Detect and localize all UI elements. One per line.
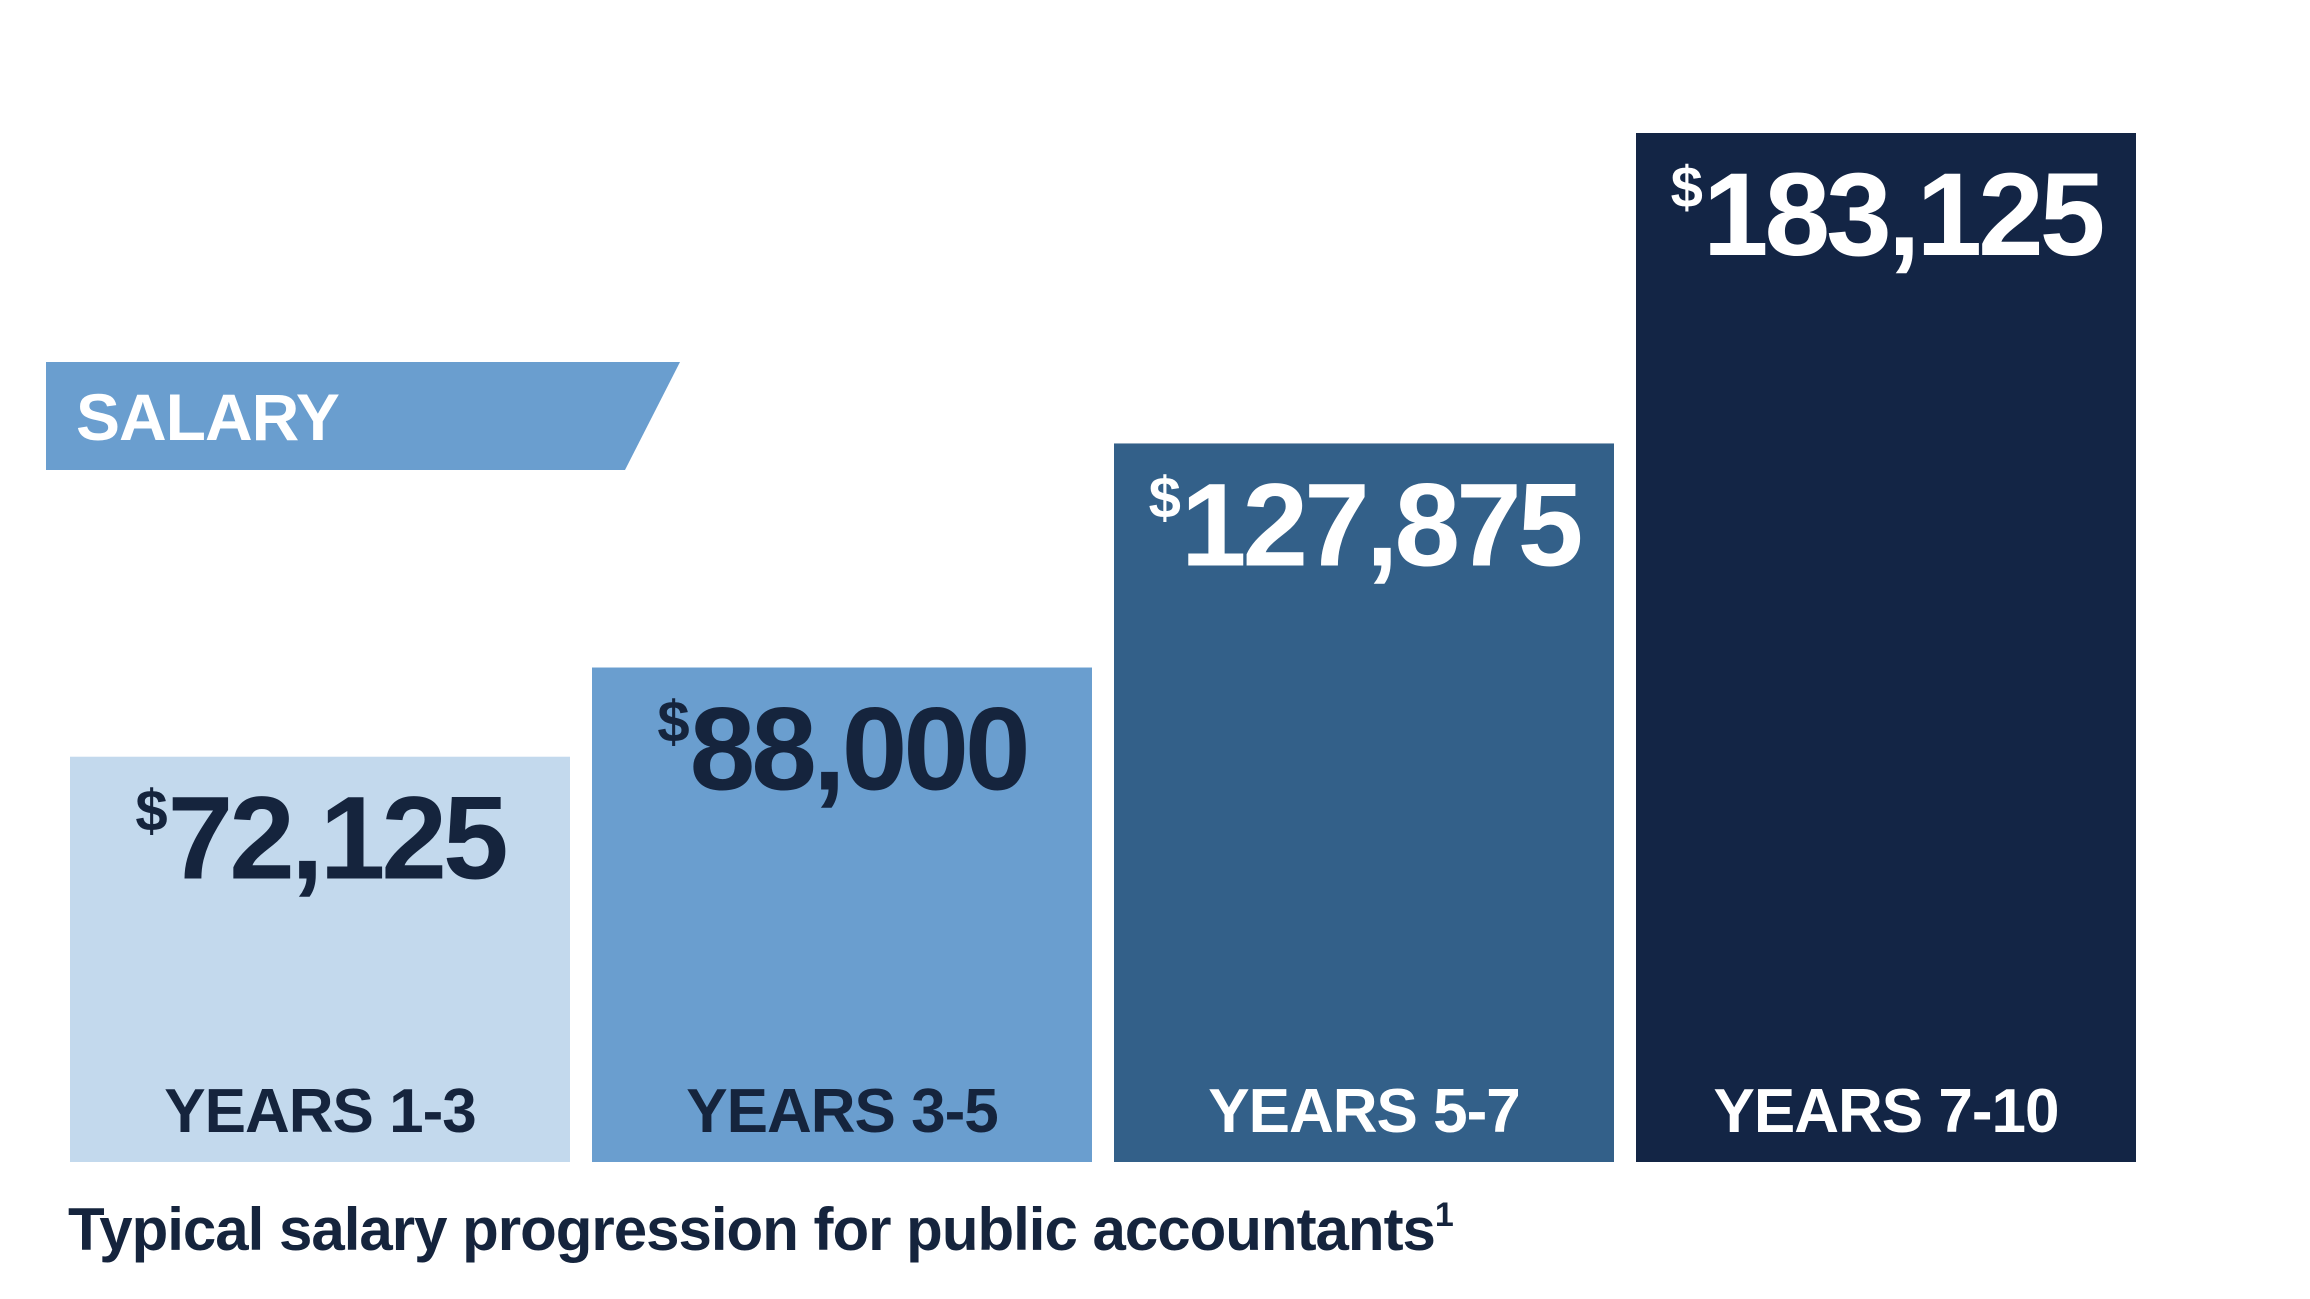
salary-badge-shape — [46, 362, 680, 470]
chart-caption: Typical salary progression for public ac… — [68, 1196, 1453, 1263]
caption-footnote-marker: 1 — [1435, 1196, 1453, 1234]
category-label-2: YEARS 3-5 — [686, 1077, 997, 1146]
category-label-1: YEARS 1-3 — [164, 1077, 475, 1146]
bar-value-label-1: $72,125 — [135, 773, 506, 905]
bar-1 — [70, 756, 570, 1162]
bar-3 — [1114, 443, 1614, 1163]
currency-symbol: $ — [135, 779, 167, 844]
salary-badge-label: SALARY — [76, 380, 339, 454]
bar-value-amount: 127,875 — [1181, 459, 1581, 591]
bar-value-label-2: $88,000 — [657, 684, 1026, 816]
bar-value-amount: 72,125 — [168, 773, 506, 905]
bar-value-label-3: $127,875 — [1149, 459, 1581, 591]
bar-series: $72,125 YEARS 1-3 $88,000 YEARS 3-5 $127,875… — [70, 133, 2136, 1163]
category-label-3: YEARS 5-7 — [1208, 1077, 1519, 1146]
currency-symbol: $ — [1671, 155, 1703, 220]
caption-text: Typical salary progression for public ac… — [68, 1196, 1435, 1263]
salary-badge: SALARY — [46, 362, 680, 470]
currency-symbol: $ — [1149, 465, 1181, 530]
bar-2 — [592, 667, 1092, 1162]
currency-symbol: $ — [657, 690, 689, 755]
bar-value-amount: 88,000 — [690, 684, 1027, 816]
bar-value-label-4: $183,125 — [1671, 149, 2103, 281]
bar-value-amount: 183,125 — [1703, 149, 2103, 281]
category-label-4: YEARS 7-10 — [1714, 1077, 2059, 1146]
bar-4 — [1636, 133, 2136, 1162]
